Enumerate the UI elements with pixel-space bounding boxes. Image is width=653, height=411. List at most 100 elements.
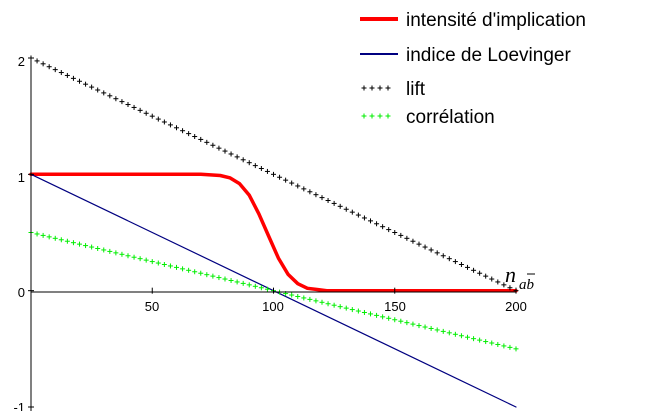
lift-point <box>398 232 404 238</box>
y-tick-label-1: 1 <box>18 170 25 185</box>
correlation-point <box>83 243 89 249</box>
legend-item-indice-de-loevinger: indice de Loevinger <box>360 45 571 66</box>
correlation-point <box>465 334 470 340</box>
lift-point <box>313 192 319 198</box>
correlation-point <box>374 312 380 318</box>
correlation-point <box>192 269 198 275</box>
lift-point <box>131 104 137 110</box>
correlation-point <box>234 279 240 285</box>
lift-point <box>167 122 173 128</box>
lift-point <box>307 189 313 195</box>
y-tick-label-minus-1: -1 <box>13 400 25 411</box>
lift-point <box>264 168 270 174</box>
correlation-point <box>149 259 155 265</box>
legend-marker <box>361 85 367 91</box>
lift-point <box>240 157 246 163</box>
lift-point <box>77 78 82 84</box>
lift-point <box>355 212 361 218</box>
lift-point <box>501 282 507 288</box>
lift-point <box>174 125 179 131</box>
correlation-point <box>440 328 446 334</box>
lift-point <box>477 270 483 276</box>
lift-point <box>416 241 422 247</box>
x-tick-label-150: 150 <box>384 299 406 314</box>
intensite-d-implication-line <box>29 172 518 293</box>
correlation-point <box>343 305 349 311</box>
legend: intensité d'implication indice de Loeving… <box>360 10 586 128</box>
lift-point <box>107 93 113 99</box>
correlation-point <box>46 234 52 240</box>
correlation-point <box>113 250 119 256</box>
legend-swatch-lift <box>361 85 391 91</box>
correlation-point <box>361 309 367 315</box>
lift-point <box>210 142 216 148</box>
correlation-point <box>307 296 313 302</box>
correlation-point <box>392 317 398 323</box>
x-tick-label-50: 50 <box>145 299 159 314</box>
lift-point <box>349 209 355 215</box>
correlation-point <box>428 325 434 331</box>
lift-point <box>198 136 204 142</box>
lift-point <box>258 166 264 172</box>
x-axis-label-main: n <box>505 262 516 287</box>
correlation-point <box>513 346 519 352</box>
correlation-point <box>131 254 137 260</box>
lift-point <box>58 70 64 76</box>
lift-point <box>483 273 489 279</box>
lift-point <box>216 145 222 151</box>
lift-point <box>380 224 386 230</box>
lift-point <box>34 58 40 64</box>
correlation-point <box>416 323 422 329</box>
correlation-point <box>434 327 440 333</box>
lift-point <box>277 174 283 180</box>
lift-point <box>228 151 234 157</box>
correlation-point <box>252 283 258 289</box>
lift-point <box>331 200 337 206</box>
lift-point <box>180 128 186 134</box>
legend-marker <box>385 113 391 119</box>
correlation-point <box>319 299 325 305</box>
correlation-point <box>198 270 204 276</box>
lift-point <box>95 87 101 93</box>
correlation-point <box>119 251 125 257</box>
correlation-point <box>483 339 489 345</box>
lift-point <box>489 276 495 282</box>
lift-point <box>337 203 343 209</box>
lift-point <box>319 195 325 201</box>
correlation-point <box>95 245 101 251</box>
legend-item-lift: lift <box>361 79 426 100</box>
correlation-point <box>204 272 210 278</box>
lift-point <box>361 215 367 221</box>
lift-point <box>446 256 452 262</box>
correlation-point <box>452 331 458 337</box>
correlation-point <box>174 264 179 270</box>
lift-point <box>186 131 192 137</box>
lift-point <box>343 206 349 212</box>
correlation-point <box>210 273 216 279</box>
correlation-point <box>58 237 64 243</box>
lift-point <box>46 64 52 70</box>
lift-point <box>458 261 464 267</box>
correlation-point <box>186 267 192 273</box>
legend-marker <box>377 85 383 91</box>
correlation-point <box>355 308 361 314</box>
correlation-point <box>107 248 113 254</box>
y-tick-label-0: 0 <box>18 285 25 300</box>
correlation-point <box>398 318 404 324</box>
correlation-point <box>167 263 173 269</box>
legend-item-correlation: corrélation <box>361 107 495 128</box>
legend-marker <box>377 113 383 119</box>
correlation-point <box>228 277 234 283</box>
correlation-point <box>501 343 507 349</box>
correlation-point <box>386 315 392 321</box>
lift-point <box>70 75 76 81</box>
lift-point <box>192 134 198 140</box>
lift-point <box>465 264 470 270</box>
correlation-point <box>155 260 161 266</box>
legend-marker <box>369 113 375 119</box>
lift-point <box>289 180 295 186</box>
lift-point <box>507 285 513 291</box>
lift-point <box>374 221 380 227</box>
x-axis-label-subscript: ab <box>519 277 535 293</box>
tick-labels: 50 100 150 200 2 1 0 -1 <box>13 54 526 411</box>
